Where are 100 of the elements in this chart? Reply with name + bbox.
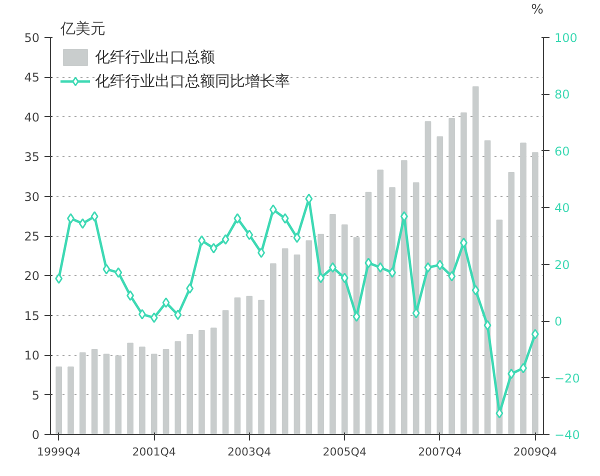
point — [317, 272, 325, 284]
y2-tick-label: 20 — [554, 258, 570, 272]
bar — [68, 366, 74, 434]
x-tick-label: 2003Q4 — [228, 446, 272, 458]
bar — [91, 349, 98, 434]
point — [508, 368, 516, 380]
bar — [150, 354, 158, 434]
bar — [115, 355, 122, 434]
point — [234, 213, 242, 224]
bar — [56, 366, 62, 434]
y-tick-label: 0 — [32, 428, 40, 442]
bar — [246, 296, 253, 434]
point — [269, 204, 277, 215]
bar — [222, 310, 229, 434]
x-tick-label: 2007Q4 — [418, 446, 462, 458]
y2-tick-label: 40 — [554, 201, 570, 216]
bar — [198, 330, 205, 434]
bar — [306, 240, 312, 434]
bar — [520, 142, 526, 434]
bar — [532, 152, 538, 434]
bar — [424, 121, 432, 434]
point — [448, 271, 456, 282]
bar — [412, 182, 420, 434]
bar — [460, 112, 467, 434]
point — [376, 262, 384, 273]
point — [281, 213, 289, 224]
bar — [139, 346, 146, 434]
bar — [389, 187, 396, 434]
point — [102, 264, 110, 274]
point — [472, 284, 480, 296]
y2-tick-label: −40 — [554, 428, 580, 442]
point — [66, 213, 74, 224]
point — [424, 262, 432, 273]
point — [328, 262, 336, 273]
legend-label: 化纤行业出口总额 — [95, 48, 215, 66]
y-tick-label: 20 — [24, 269, 40, 284]
y-tick-label: 25 — [24, 230, 40, 244]
point — [126, 290, 134, 301]
bar — [270, 263, 276, 434]
point — [520, 362, 528, 374]
point — [436, 260, 444, 270]
point — [55, 273, 63, 284]
point — [174, 310, 182, 320]
x-tick-label: 2009Q4 — [513, 446, 557, 458]
point — [210, 242, 218, 254]
point — [114, 267, 122, 278]
y-tick-label: 10 — [24, 348, 40, 363]
y-tick-label: 5 — [32, 388, 40, 402]
bar — [186, 334, 194, 434]
point — [460, 238, 468, 248]
point — [258, 247, 266, 258]
bar — [162, 349, 170, 434]
y-tick-label: 50 — [24, 31, 40, 45]
y2-tick-label: −20 — [554, 371, 580, 386]
point — [138, 309, 146, 320]
point — [246, 230, 254, 240]
point — [90, 211, 98, 222]
bar — [377, 170, 384, 434]
bar — [448, 118, 455, 434]
point — [340, 272, 348, 284]
bar — [79, 352, 86, 434]
y-tick-label: 30 — [24, 190, 40, 204]
bar — [318, 234, 324, 434]
point — [186, 283, 194, 294]
bar — [294, 254, 300, 434]
bar — [472, 86, 479, 434]
point — [222, 234, 230, 245]
x-tick-label: 2001Q4 — [132, 446, 176, 458]
bar — [258, 300, 264, 434]
y-tick-label: 40 — [24, 110, 40, 124]
point — [150, 312, 158, 323]
bar — [127, 342, 134, 434]
point — [78, 218, 86, 229]
y2-tick-label: 100 — [554, 31, 578, 45]
legend-label: 化纤行业出口总额同比增长率 — [95, 72, 290, 90]
y2-tick-label: 60 — [554, 144, 570, 158]
point — [531, 328, 539, 340]
point — [198, 235, 206, 246]
x-tick-label: 1999Q4 — [37, 446, 81, 458]
bar — [341, 224, 348, 434]
y-axis-title: 亿美元 — [60, 20, 106, 38]
bar — [400, 160, 408, 434]
point — [162, 297, 170, 308]
y2-tick-label: 0 — [554, 314, 562, 329]
y-tick-label: 45 — [24, 70, 40, 85]
bar — [330, 214, 336, 434]
y2-tick-label: 80 — [554, 88, 570, 102]
bar — [365, 192, 372, 434]
bar — [210, 328, 217, 434]
bar — [234, 297, 241, 434]
point — [364, 258, 372, 268]
point — [388, 267, 396, 278]
y-tick-label: 35 — [24, 150, 40, 164]
y-tick-label: 15 — [24, 308, 40, 323]
bar — [508, 172, 515, 434]
point — [293, 232, 301, 243]
bar — [436, 136, 444, 434]
y2-axis-title: % — [531, 2, 544, 18]
bar — [103, 354, 110, 434]
bar — [282, 248, 288, 434]
